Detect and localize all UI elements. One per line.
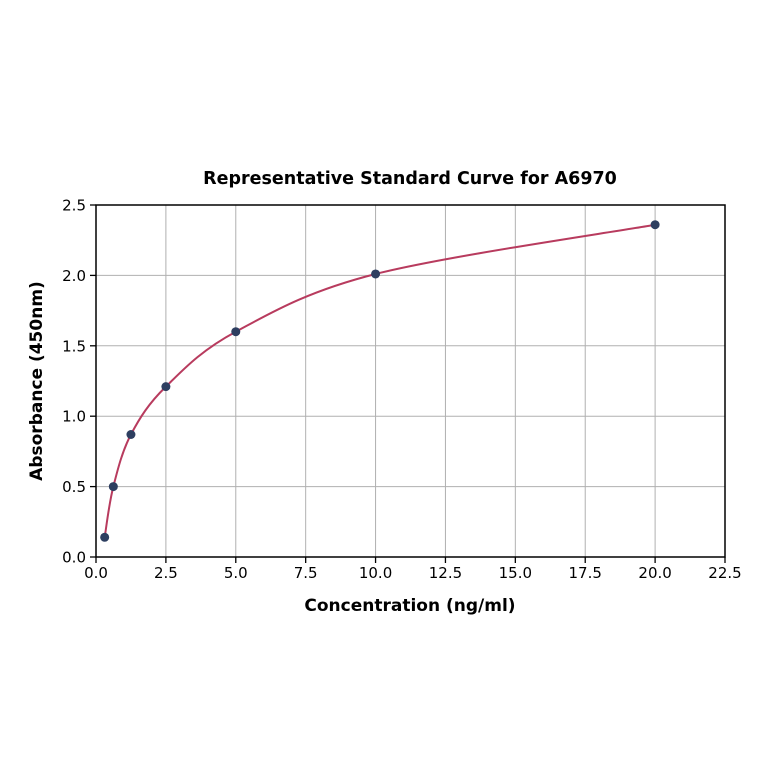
plot-generated-layer: 0.0 2.5 5.0 7.5 10.0 12.5 15.0 17.5 20.0 22.5 0.0 0… bbox=[62, 197, 742, 583]
axes-border bbox=[95, 204, 726, 558]
chart-title: Representative Standard Curve for A6970 bbox=[203, 169, 617, 189]
y-tick-label: 2.5 bbox=[62, 197, 86, 215]
data-point-marker bbox=[126, 430, 136, 439]
x-tick-label: 5.0 bbox=[224, 564, 248, 582]
data-point-marker bbox=[161, 382, 171, 392]
x-tick-label: 15.0 bbox=[499, 564, 532, 582]
x-tick-label: 22.5 bbox=[708, 564, 741, 582]
x-tick-label: 0.0 bbox=[84, 564, 108, 582]
y-tick-label: 2.0 bbox=[62, 267, 86, 285]
x-tick-label: 10.0 bbox=[359, 564, 392, 582]
y-tick-label: 1.5 bbox=[62, 337, 86, 355]
fit-curve bbox=[103, 223, 657, 539]
data-point-marker bbox=[108, 482, 118, 492]
y-axis-label: Absorbance (450nm) bbox=[27, 281, 47, 481]
x-tick-label: 20.0 bbox=[638, 564, 671, 582]
data-point-marker bbox=[371, 269, 381, 279]
y-tick-label: 0.5 bbox=[62, 478, 86, 496]
x-tick-label: 17.5 bbox=[569, 564, 602, 582]
data-point-marker bbox=[100, 532, 110, 542]
x-tick-label: 12.5 bbox=[429, 564, 462, 582]
y-tick-label: 0.0 bbox=[62, 549, 86, 567]
y-tick-label: 1.0 bbox=[62, 408, 86, 426]
data-point-marker bbox=[231, 327, 241, 337]
data-point-marker bbox=[650, 220, 660, 230]
x-tick-label: 2.5 bbox=[154, 564, 178, 582]
x-axis-label: Concentration (ng/ml) bbox=[304, 596, 515, 616]
x-tick-label: 7.5 bbox=[294, 564, 318, 582]
